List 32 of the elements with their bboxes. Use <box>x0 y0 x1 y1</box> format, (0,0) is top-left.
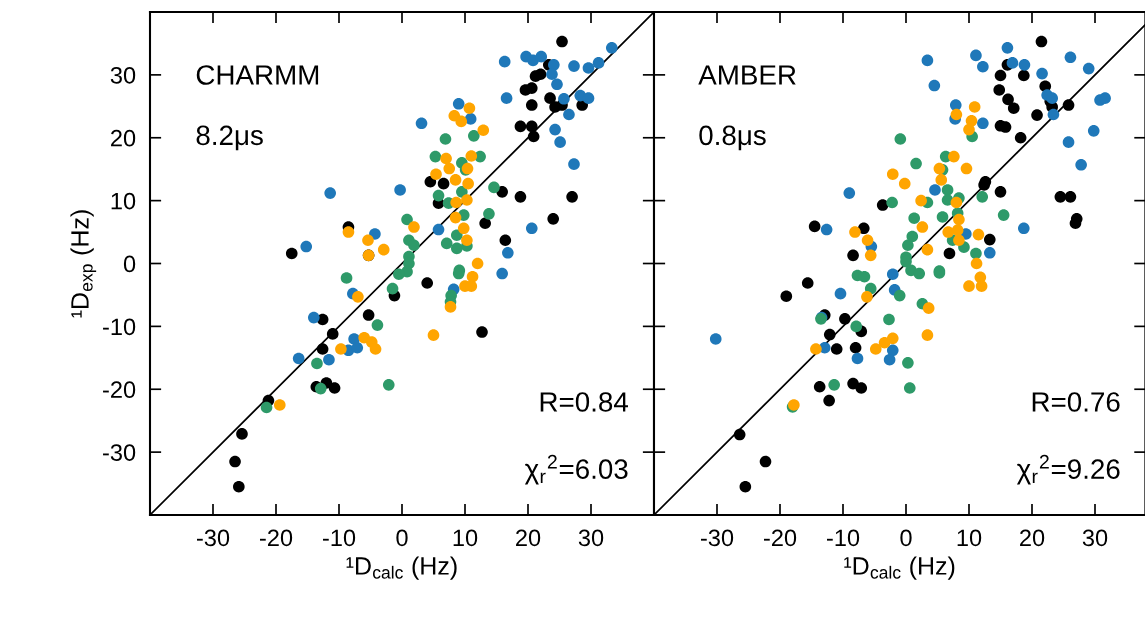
annotation: 8.2μs <box>196 125 263 151</box>
x-tick-label: 0 <box>900 529 912 547</box>
x-tick-label: 20 <box>516 529 541 547</box>
y-tick-label: 0 <box>123 255 136 273</box>
annotation: R=0.76 <box>1032 392 1120 412</box>
x-tick-label: -20 <box>763 529 797 547</box>
annotation: AMBER <box>698 65 796 85</box>
x-tick-label: 10 <box>957 529 982 547</box>
y-tick-label: -10 <box>103 318 136 336</box>
annotation: 0.8μs <box>699 125 766 151</box>
x-axis-title: ¹D$_{calc}$ (Hz) <box>844 556 955 580</box>
x-tick-label: 10 <box>453 529 478 547</box>
x-tick-label: 30 <box>1082 529 1108 547</box>
x-tick-label: -30 <box>196 529 230 547</box>
x-axis-title: ¹D$_{calc}$ (Hz) <box>346 556 457 580</box>
x-tick-label: -10 <box>322 529 356 547</box>
x-tick-label: 30 <box>578 529 604 547</box>
x-tick-label: -30 <box>700 529 734 547</box>
y-axis-title: ¹D$_{exp}$ (Hz) <box>70 210 97 318</box>
annotation: CHARMM <box>196 65 319 85</box>
y-tick-label: 30 <box>110 66 136 84</box>
x-tick-label: -10 <box>826 529 860 547</box>
y-tick-label: 20 <box>111 129 136 147</box>
x-tick-label: 0 <box>396 529 408 547</box>
y-tick-label: -30 <box>103 444 136 461</box>
annotation: R=0.84 <box>540 392 628 412</box>
annotation: χ$_{r}$$^{2}$=9.26 <box>1016 454 1120 485</box>
x-tick-label: 20 <box>1020 529 1045 547</box>
annotation: χ$_{r}$$^{2}$=6.03 <box>524 454 628 485</box>
y-tick-label: -20 <box>103 381 136 399</box>
y-tick-label: 10 <box>111 192 136 210</box>
x-tick-label: -20 <box>259 529 293 547</box>
